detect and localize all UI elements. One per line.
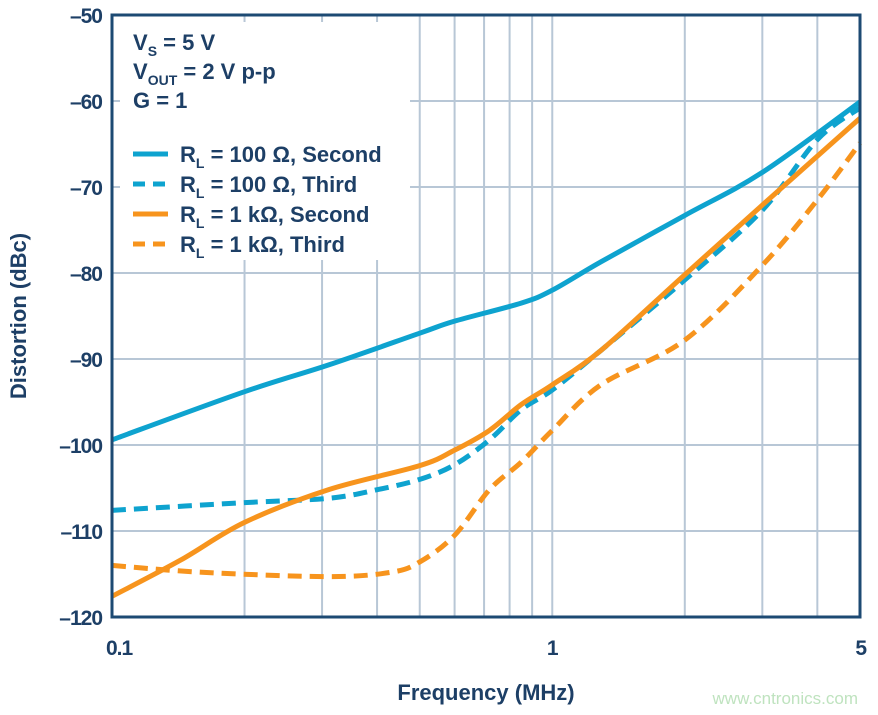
y-tick-label: –50 — [70, 5, 102, 28]
y-tick-label: –120 — [59, 607, 102, 630]
legend-label: RL = 100 Ω, Third — [180, 172, 357, 201]
y-tick-label: –60 — [70, 91, 102, 114]
y-tick-label: –110 — [60, 521, 102, 544]
condition-text: G = 1 — [133, 88, 187, 113]
x-axis-label: Frequency (MHz) — [397, 680, 574, 705]
series-line — [111, 105, 862, 513]
y-axis-label: Distortion (dBc) — [6, 233, 31, 399]
watermark: www.cntronics.com — [712, 689, 858, 708]
x-tick-label: 5 — [855, 637, 867, 660]
y-tick-label: –100 — [59, 435, 102, 458]
legend-label: RL = 1 kΩ, Second — [180, 202, 369, 231]
legend-label: RL = 100 Ω, Second — [180, 142, 382, 171]
legend-background — [120, 22, 410, 260]
series-line — [110, 116, 862, 599]
series-line — [111, 141, 862, 580]
plot-frame — [110, 13, 862, 619]
condition-text: VS = 5 V — [133, 30, 215, 59]
x-tick-label: 1 — [547, 637, 559, 660]
condition-text: VOUT = 2 V p-p — [133, 59, 276, 88]
y-tick-label: –90 — [70, 349, 102, 372]
legend-label: RL = 1 kΩ, Third — [180, 232, 345, 261]
x-tick-label: 0.1 — [106, 637, 134, 660]
y-tick-label: –80 — [70, 263, 102, 286]
y-tick-label: –70 — [70, 177, 102, 200]
series-line — [111, 99, 862, 443]
series-lines — [110, 99, 862, 599]
